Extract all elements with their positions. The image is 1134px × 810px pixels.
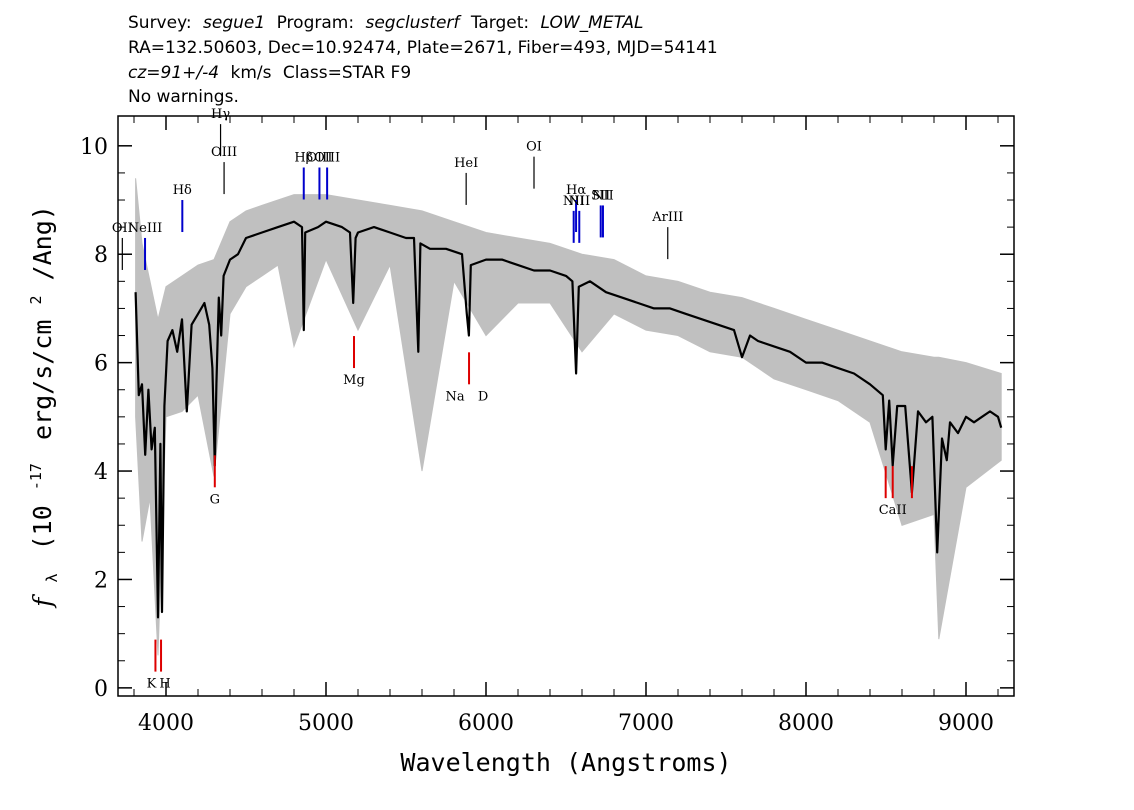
x-tick-label: 6000: [458, 711, 514, 736]
x-tick-label: 4000: [138, 711, 194, 736]
emission-line-label: OI: [526, 140, 542, 155]
flux-series: [134, 220, 1003, 619]
survey-label: Survey:: [128, 13, 192, 33]
absorption-label-caii: CaII: [879, 503, 907, 518]
emission-line-label: Hα: [566, 183, 586, 198]
y-axis-f: f: [28, 594, 57, 609]
class-value: Class=STAR F9: [283, 63, 411, 83]
target-label: Target:: [470, 13, 529, 33]
y-axis-title: f λ (10 -17 erg/s/cm 2 /Ang): [18, 205, 63, 609]
program-value: segclusterf: [365, 13, 462, 33]
emission-line-label: OIII: [314, 150, 340, 165]
emission-line-label: Hβ: [294, 150, 313, 165]
x-tick-label: 9000: [938, 711, 994, 736]
y-tick-label: 10: [80, 135, 108, 160]
y-axis-exponent: -17: [27, 463, 45, 490]
x-axis-title: Wavelength (Angstroms): [400, 748, 731, 777]
header: Survey: segue1 Program: segclusterf Targ…: [128, 13, 718, 107]
survey-value: segue1: [203, 13, 265, 33]
emission-line-label: ArIII: [651, 210, 683, 225]
y-axis-units: erg/s/cm: [28, 320, 57, 440]
axis-ticks: 4000 5000 6000 7000 8000 9000 0 2 4 6 8 10: [80, 116, 1014, 736]
absorption-label-k: K: [147, 677, 157, 692]
noise-band-area: [135, 178, 1002, 656]
absorption-label-mg: Mg: [343, 373, 365, 388]
emission-line-label: OIII: [306, 150, 332, 165]
flux-line: [134, 220, 1003, 619]
program-label: Program:: [277, 13, 354, 33]
redshift-value: cz=91+/-4: [128, 63, 219, 83]
y-tick-label: 4: [94, 460, 108, 485]
warnings-text: No warnings.: [128, 87, 239, 107]
emission-line-label: OIII: [211, 145, 237, 160]
emission-line-label: Hγ: [211, 107, 230, 122]
y-tick-label: 8: [94, 243, 108, 268]
header-line-3: cz=91+/-4 km/s Class=STAR F9: [128, 63, 411, 83]
x-tick-label: 5000: [298, 711, 354, 736]
emission-line-label: NII: [568, 194, 590, 209]
emission-line-label: NII: [592, 188, 614, 203]
y-axis-squared: 2: [27, 296, 45, 305]
absorption-label-na: Na: [445, 389, 464, 404]
emission-line-label: HeI: [454, 156, 478, 171]
absorption-label-d: D: [478, 389, 488, 404]
emission-line-label: Hδ: [173, 183, 192, 198]
noise-band: [135, 178, 1002, 656]
y-tick-label: 6: [94, 352, 108, 377]
y-axis-units-end: /Ang): [28, 205, 57, 280]
y-tick-label: 0: [94, 677, 108, 702]
y-axis-lambda: λ: [43, 573, 61, 582]
emission-line-label: SII: [591, 188, 610, 203]
redshift-units: km/s: [230, 63, 271, 83]
absorption-label-h: H: [159, 677, 170, 692]
target-value: LOW_METAL: [541, 13, 644, 33]
emission-line-label: NeIII: [128, 221, 162, 236]
header-line-1: Survey: segue1 Program: segclusterf Targ…: [128, 13, 644, 33]
plot-frame: [117, 115, 1015, 697]
emission-line-label: OII: [112, 221, 133, 236]
header-line-2: RA=132.50603, Dec=10.92474, Plate=2671, …: [128, 38, 718, 58]
emission-line-label: NII: [563, 194, 585, 209]
x-tick-label: 7000: [618, 711, 674, 736]
x-tick-label: 8000: [778, 711, 834, 736]
absorption-label-g: G: [210, 492, 220, 507]
y-axis-scale: (10: [28, 505, 57, 550]
y-tick-label: 2: [94, 568, 108, 593]
